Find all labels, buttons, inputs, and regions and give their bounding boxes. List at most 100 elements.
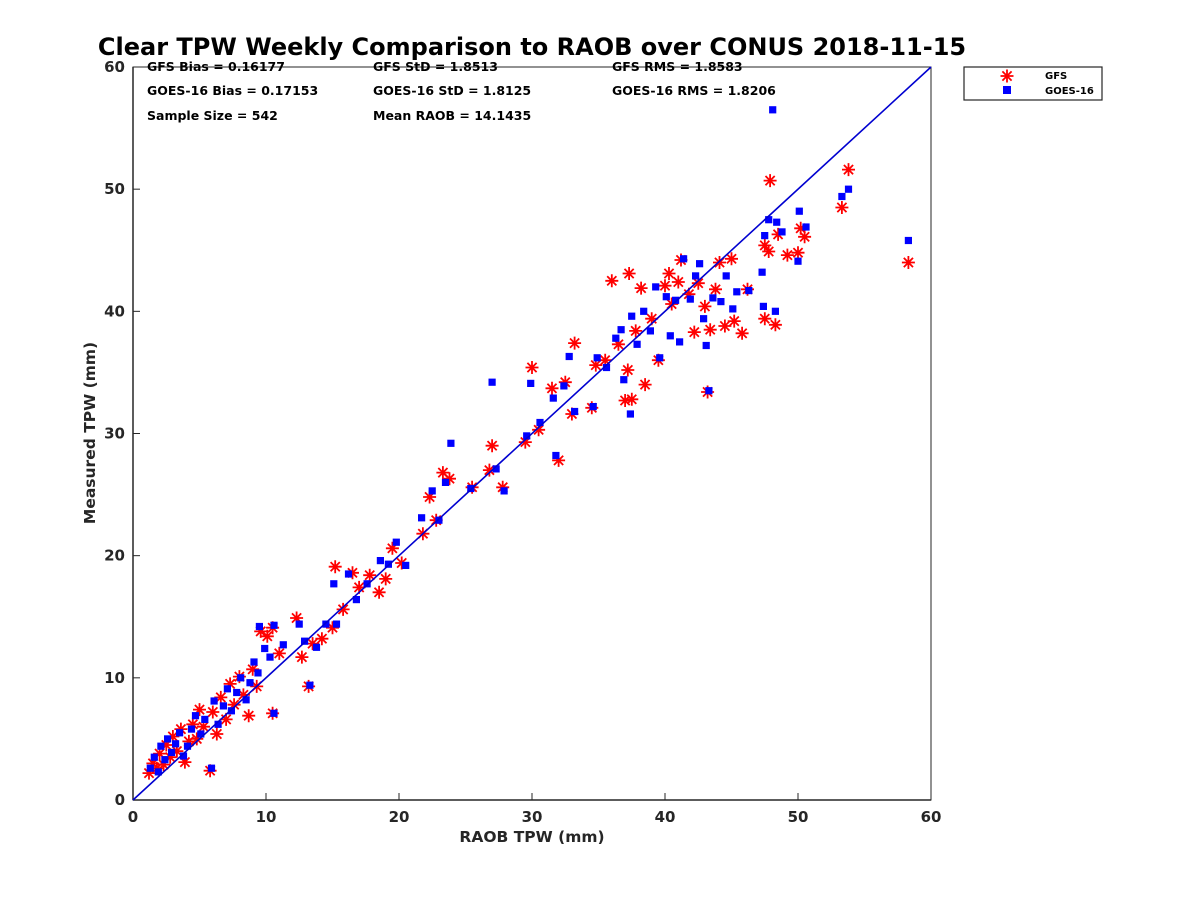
goes16-point	[312, 643, 321, 651]
y-tick-label: 10	[104, 669, 125, 687]
goes16-point	[150, 753, 158, 761]
goes16-point	[602, 363, 611, 372]
gfs-point	[346, 566, 359, 580]
gfs-point	[687, 325, 701, 339]
x-tick-label: 0	[128, 808, 138, 826]
x-tick-label: 30	[522, 808, 543, 826]
goes16-point	[261, 644, 269, 653]
goes16-point	[733, 288, 741, 296]
goes16-point	[488, 378, 496, 386]
goes16-point	[233, 688, 241, 697]
gfs-point	[295, 650, 309, 664]
gfs-point	[662, 267, 676, 280]
goes16-point	[565, 352, 573, 361]
goes16-point	[214, 720, 222, 728]
gfs-point	[698, 299, 712, 313]
gfs-point	[242, 709, 256, 723]
gfs-point	[758, 238, 772, 252]
goes16-point	[778, 228, 786, 236]
goes16-point	[705, 387, 713, 395]
goes16-point	[435, 516, 443, 524]
goes16-point	[680, 255, 688, 263]
goes16-point	[759, 302, 767, 310]
y-tick-label: 50	[104, 180, 125, 198]
goes16-point	[164, 735, 172, 743]
goes16-point	[593, 354, 601, 362]
gfs-point	[223, 677, 237, 691]
gfs-point	[791, 246, 805, 260]
goes16-point	[332, 620, 341, 628]
goes-bias-text: GOES-16 Bias = 0.17153	[147, 83, 318, 98]
chart-title: Clear TPW Weekly Comparison to RAOB over…	[98, 33, 966, 61]
gfs-point	[545, 381, 559, 395]
gfs-point	[735, 326, 749, 340]
goes16-point	[500, 487, 508, 495]
gfs-point	[190, 732, 204, 746]
series-goes-16	[146, 106, 912, 776]
gfs-point	[246, 662, 260, 676]
x-tick-label: 20	[389, 808, 410, 826]
y-tick-label: 20	[104, 547, 125, 565]
gfs-point	[713, 256, 726, 269]
goes16-point	[161, 756, 169, 764]
gfs-point	[835, 201, 849, 214]
gfs-point	[768, 318, 782, 332]
gfs-point	[762, 245, 776, 258]
gfs-point	[326, 621, 339, 635]
gfs-point	[306, 637, 320, 651]
goes-std-text: GOES-16 StD = 1.8125	[373, 83, 531, 98]
goes16-point	[692, 272, 700, 280]
gfs-point	[186, 717, 200, 731]
gfs-point	[423, 490, 437, 504]
goes16-point	[270, 709, 278, 717]
gfs-point	[372, 585, 386, 599]
gfs-point	[157, 758, 171, 772]
gfs-point	[842, 163, 855, 177]
gfs-point	[352, 580, 366, 594]
goes16-point	[467, 484, 475, 493]
gfs-point	[254, 624, 268, 638]
goes16-point	[376, 557, 384, 565]
goes16-point	[295, 620, 303, 628]
goes16-point	[176, 729, 184, 737]
goes16-point	[301, 637, 309, 645]
gfs-point	[482, 463, 496, 477]
goes16-point	[191, 712, 200, 720]
goes16-point	[255, 622, 263, 631]
gfs-point	[193, 703, 206, 717]
goes16-point	[279, 641, 287, 649]
gfs-point	[206, 705, 220, 719]
goes16-point	[536, 418, 544, 427]
goes16-point	[761, 232, 769, 240]
goes16-point	[428, 487, 436, 495]
gfs-point	[260, 629, 274, 643]
x-tick-label: 40	[655, 808, 676, 826]
gfs-point	[771, 227, 785, 241]
goes16-point	[266, 653, 274, 661]
gfs-point	[227, 698, 241, 712]
gfs-point	[665, 297, 679, 311]
goes16-point	[652, 283, 660, 291]
identity-line	[132, 66, 932, 801]
goes16-point	[172, 740, 180, 748]
goes16-point	[662, 293, 670, 301]
gfs-point	[379, 572, 393, 586]
goes16-point	[179, 752, 188, 760]
gfs-point	[589, 358, 603, 372]
gfs-point	[763, 174, 777, 188]
goes16-point	[795, 207, 803, 215]
goes16-point	[441, 478, 450, 486]
gfs-point	[290, 611, 304, 625]
legend-gfs-label: GFS	[1045, 71, 1067, 82]
gfs-point	[611, 337, 625, 351]
gfs-point	[558, 375, 572, 389]
gfs-point	[315, 632, 329, 646]
goes16-point	[237, 674, 245, 682]
legend: GFS GOES-16	[963, 66, 1103, 101]
gfs-point	[236, 688, 250, 702]
x-tick-label: 60	[921, 808, 942, 826]
gfs-point	[671, 275, 685, 289]
goes16-point	[794, 257, 802, 265]
goes16-point	[201, 715, 209, 723]
